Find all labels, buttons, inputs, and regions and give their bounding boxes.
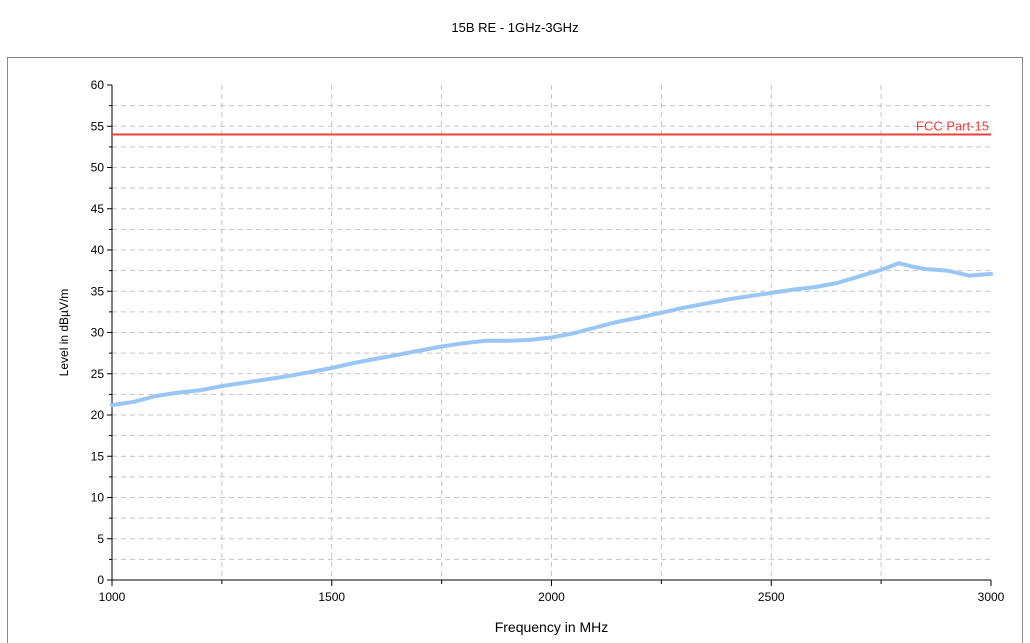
- data-point: [857, 274, 861, 278]
- data-point: [286, 374, 290, 378]
- limit-line-label: FCC Part-15: [916, 119, 989, 134]
- data-point: [220, 384, 224, 388]
- measurement-trace: [110, 261, 993, 408]
- y-tick-label: 30: [91, 326, 105, 340]
- data-point: [198, 388, 202, 392]
- data-point: [330, 366, 334, 370]
- data-point: [703, 302, 707, 306]
- y-tick-label: 20: [91, 408, 105, 422]
- data-point: [637, 316, 642, 320]
- data-point: [352, 361, 356, 365]
- data-point: [945, 269, 949, 273]
- data-point: [308, 370, 312, 374]
- chart-panel: 0 5 10 15 20 25 30 35 40 45 50 55 60 1000 1500 2000 2500…: [7, 57, 1023, 643]
- data-point: [967, 273, 971, 278]
- y-tick-label: 40: [91, 243, 105, 257]
- chart-title: 15B RE - 1GHz-3GHz: [451, 20, 579, 35]
- data-point: [835, 281, 839, 285]
- data-point: [725, 297, 729, 302]
- y-tick-label: 45: [91, 202, 105, 216]
- x-tick-label: 3000: [978, 590, 1005, 604]
- data-point: [418, 349, 422, 353]
- data-point: [264, 377, 268, 382]
- x-axis-title: Frequency in MHz: [495, 619, 609, 635]
- data-point: [615, 320, 620, 324]
- y-tick-label: 15: [91, 449, 105, 463]
- data-point: [527, 338, 532, 342]
- data-point: [549, 335, 554, 340]
- data-point: [505, 339, 510, 343]
- y-tick-label: 55: [91, 119, 105, 133]
- y-tick-label: 25: [91, 367, 105, 381]
- y-tick-label: 35: [91, 284, 105, 298]
- data-point: [897, 261, 901, 265]
- data-point: [374, 357, 378, 361]
- y-tick-label: 5: [97, 532, 104, 546]
- data-point: [462, 341, 466, 345]
- data-point: [176, 391, 180, 395]
- data-point: [681, 306, 685, 310]
- y-tick-label: 0: [97, 573, 104, 587]
- data-point: [132, 400, 136, 404]
- data-point: [910, 264, 914, 269]
- chart-plot: 0 5 10 15 20 25 30 35 40 45 50 55 60 1000 1500 2000 2500…: [57, 78, 1005, 635]
- data-point: [747, 294, 751, 298]
- data-point: [483, 339, 488, 343]
- data-point: [769, 291, 773, 295]
- data-point: [791, 288, 795, 292]
- y-axis-title: Level in dBµV/m: [57, 289, 71, 377]
- y-tick-label: 50: [91, 161, 105, 175]
- data-point: [813, 285, 817, 289]
- data-point: [989, 272, 993, 276]
- data-point: [879, 268, 883, 272]
- x-tick-label: 1500: [318, 590, 345, 604]
- data-point: [396, 353, 400, 357]
- x-tick-label: 2500: [758, 590, 785, 604]
- data-point: [593, 325, 598, 330]
- data-point: [154, 394, 158, 398]
- x-tick-label: 2000: [538, 590, 565, 604]
- data-point: [571, 331, 576, 335]
- y-tick-label: 60: [91, 78, 105, 92]
- data-point: [110, 403, 114, 407]
- data-point: [659, 311, 663, 315]
- y-tick-label: 10: [91, 491, 105, 505]
- data-point: [923, 267, 927, 271]
- data-point: [242, 381, 246, 385]
- x-tick-label: 1000: [99, 590, 126, 604]
- data-point: [440, 344, 444, 349]
